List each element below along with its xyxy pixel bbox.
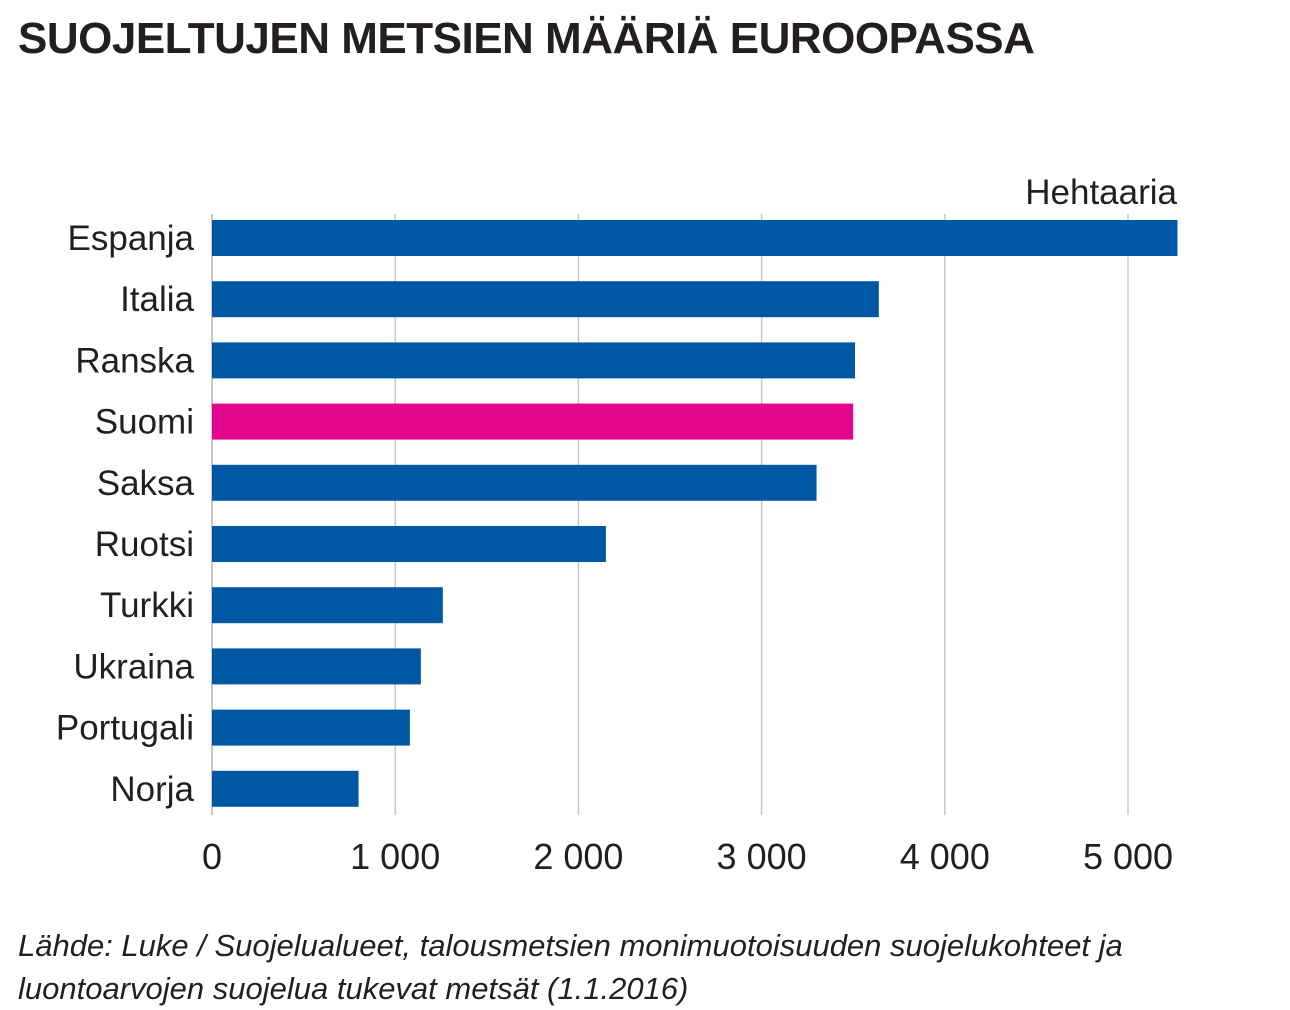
- x-tick-label: 5 000: [1083, 836, 1173, 877]
- x-tick-label: 3 000: [717, 836, 807, 877]
- bars: [212, 220, 1178, 807]
- bar: [212, 464, 817, 501]
- source-note: Lähde: Luke / Suojelualueet, talousmetsi…: [18, 928, 1123, 1006]
- bar-highlight: [212, 403, 854, 440]
- chart-title: SUOJELTUJEN METSIEN MÄÄRIÄ EUROOPASSA: [18, 14, 1035, 63]
- bar: [212, 648, 421, 685]
- bar: [212, 587, 443, 624]
- bar-chart: Espanja Italia Ranska Suomi Saksa Ruotsi Turkk…: [56, 173, 1178, 877]
- unit-label: Hehtaaria: [1025, 173, 1177, 212]
- bar: [212, 281, 879, 318]
- bar: [212, 220, 1178, 256]
- tick-labels: 0 1 000 2 000 3 000 4 000 5 000: [202, 836, 1173, 877]
- category-label: Suomi: [95, 403, 194, 442]
- category-label: Portugali: [56, 709, 194, 748]
- bar: [212, 526, 606, 562]
- category-label: Ranska: [75, 341, 194, 380]
- bar: [212, 709, 410, 746]
- x-tick-label: 4 000: [900, 836, 990, 877]
- bar: [212, 342, 856, 379]
- category-labels: Espanja Italia Ranska Suomi Saksa Ruotsi Turkk…: [56, 219, 195, 809]
- category-label: Italia: [120, 280, 194, 319]
- x-tick-label: 1 000: [350, 836, 440, 877]
- category-label: Espanja: [68, 219, 195, 258]
- category-label: Turkki: [100, 586, 194, 625]
- x-tick-label: 0: [202, 836, 222, 877]
- bar: [212, 770, 359, 807]
- x-tick-label: 2 000: [533, 836, 623, 877]
- category-label: Ruotsi: [95, 525, 194, 564]
- category-label: Norja: [110, 770, 194, 809]
- category-label: Saksa: [97, 464, 195, 503]
- category-label: Ukraina: [73, 647, 194, 686]
